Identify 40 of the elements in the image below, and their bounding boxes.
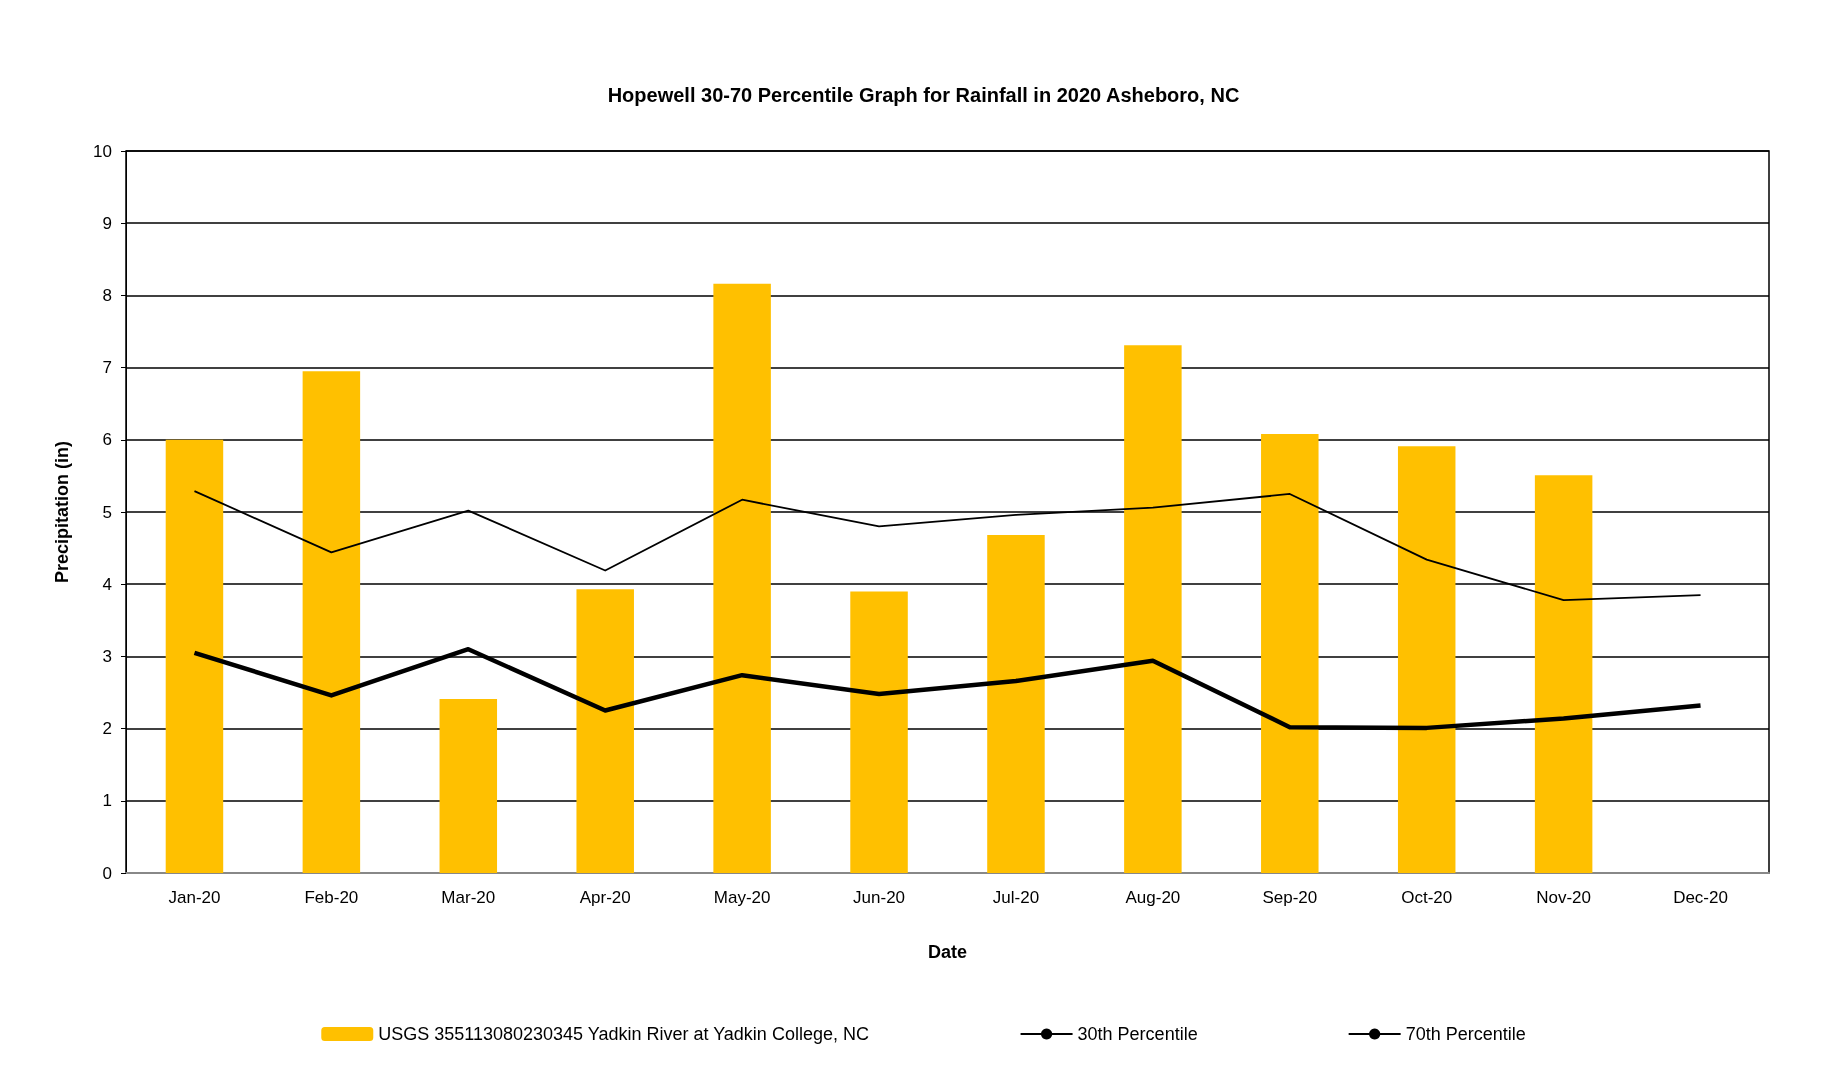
- bar: [1397, 446, 1456, 873]
- bar: [1261, 434, 1319, 873]
- bar: [165, 439, 224, 873]
- y-tick-label: 8: [102, 285, 112, 305]
- x-tick-label: Apr-20: [579, 888, 631, 907]
- bar: [439, 699, 498, 873]
- legend-label: 30th Percentile: [1077, 1024, 1198, 1044]
- y-axis-title: Precipitation (in): [52, 440, 72, 584]
- bar: [713, 283, 771, 873]
- bar: [850, 591, 908, 873]
- legend-label: USGS 355113080230345 Yadkin River at Yadkin College, NC: [378, 1024, 869, 1044]
- y-tick-label: 0: [102, 863, 112, 883]
- bar: [1534, 475, 1593, 873]
- x-tick-label: Jan-20: [168, 888, 221, 907]
- y-tick-label: 10: [93, 141, 112, 161]
- x-tick-label: Nov-20: [1536, 888, 1592, 907]
- y-tick-label: 2: [102, 719, 112, 739]
- x-tick-label: Dec-20: [1673, 888, 1728, 907]
- x-tick-label: Mar-20: [441, 888, 496, 907]
- chart-title: Hopewell 30-70 Percentile Graph for Rainfall in 2020 Asheboro, NC: [607, 84, 1240, 106]
- bar: [1124, 345, 1182, 873]
- bar: [987, 535, 1045, 873]
- x-tick-label: Jul-20: [992, 888, 1040, 907]
- y-tick-label: 9: [102, 213, 112, 233]
- x-tick-label: Sep-20: [1262, 888, 1318, 907]
- y-tick-label: 4: [102, 574, 112, 594]
- x-tick-label: Feb-20: [304, 888, 359, 907]
- y-tick-label: 5: [102, 502, 112, 522]
- y-tick-label: 6: [102, 430, 112, 450]
- x-tick-label: Jun-20: [853, 888, 906, 907]
- y-tick-label: 1: [102, 791, 112, 811]
- y-tick-label: 3: [102, 646, 112, 666]
- x-axis-title: Date: [927, 942, 968, 962]
- x-tick-label: Oct-20: [1401, 888, 1453, 907]
- bar: [576, 589, 634, 873]
- legend-label: 70th Percentile: [1405, 1024, 1526, 1044]
- y-tick-label: 7: [102, 358, 112, 378]
- bar: [302, 371, 361, 873]
- x-tick-label: Aug-20: [1125, 888, 1181, 907]
- x-tick-label: May-20: [713, 888, 771, 907]
